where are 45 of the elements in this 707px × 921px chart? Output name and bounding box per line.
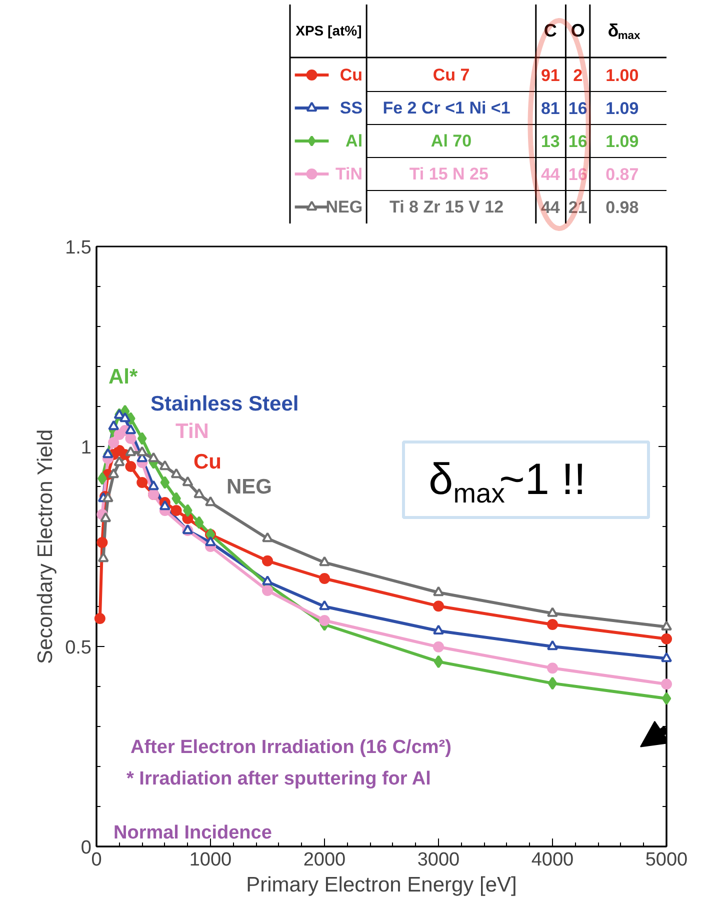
legend-label: SS [340, 98, 363, 118]
text: XPS [at%] [296, 22, 362, 38]
legend-label: NEG [326, 198, 363, 216]
x-axis-title: Primary Electron Energy [eV] [246, 874, 517, 896]
text: Ti 15 N 25 [409, 164, 488, 184]
text: 0.87 [606, 165, 639, 184]
text: 81 [540, 99, 560, 118]
text: O [570, 20, 585, 40]
text: 44 [540, 165, 560, 184]
x-tick-label: 2000 [303, 850, 346, 870]
text: 2 [573, 66, 583, 85]
text: 1.09 [606, 99, 639, 118]
text: Cu 7 [432, 66, 470, 84]
legend-label: Al [346, 132, 363, 150]
annotation: * Irradiation after sputtering for Al [126, 768, 431, 790]
annotation: NEG [226, 475, 272, 498]
x-tick-label: 5000 [645, 850, 688, 870]
annotation: Stainless Steel [150, 392, 299, 416]
annotation: Normal Incidence [114, 822, 272, 844]
text: C [544, 20, 557, 40]
annotation: After Electron Irradiation (16 C/cm²) [130, 737, 452, 758]
x-tick-label: 1000 [189, 850, 232, 870]
text: 1.00 [606, 66, 639, 85]
y-axis-title: Secondary Electron Yield [34, 429, 58, 664]
text: 21 [568, 198, 588, 217]
y-tick-label: 1.5 [65, 238, 92, 258]
text: 91 [540, 66, 560, 85]
text: Al 70 [430, 132, 472, 150]
text: Fe 2 Cr <1 Ni <1 [382, 98, 510, 118]
x-tick-label: 3000 [417, 850, 460, 870]
legend-label: Cu [340, 66, 363, 84]
y-tick-label: 0.5 [65, 638, 92, 658]
text: Ti 8 Zr 15 V 12 [390, 198, 504, 216]
legend-label: TiN [335, 164, 363, 184]
text: 1.09 [606, 132, 639, 151]
text: 16 [568, 132, 588, 151]
text: 44 [540, 198, 560, 217]
annotation: Cu [194, 450, 222, 474]
y-tick-label: 1 [80, 438, 92, 458]
x-tick-label: 4000 [531, 850, 574, 870]
text: 0.98 [606, 198, 639, 217]
text: 13 [540, 132, 560, 151]
annotation: Al* [108, 365, 138, 388]
text: 16 [568, 99, 588, 118]
annotation: TiN [176, 420, 209, 443]
